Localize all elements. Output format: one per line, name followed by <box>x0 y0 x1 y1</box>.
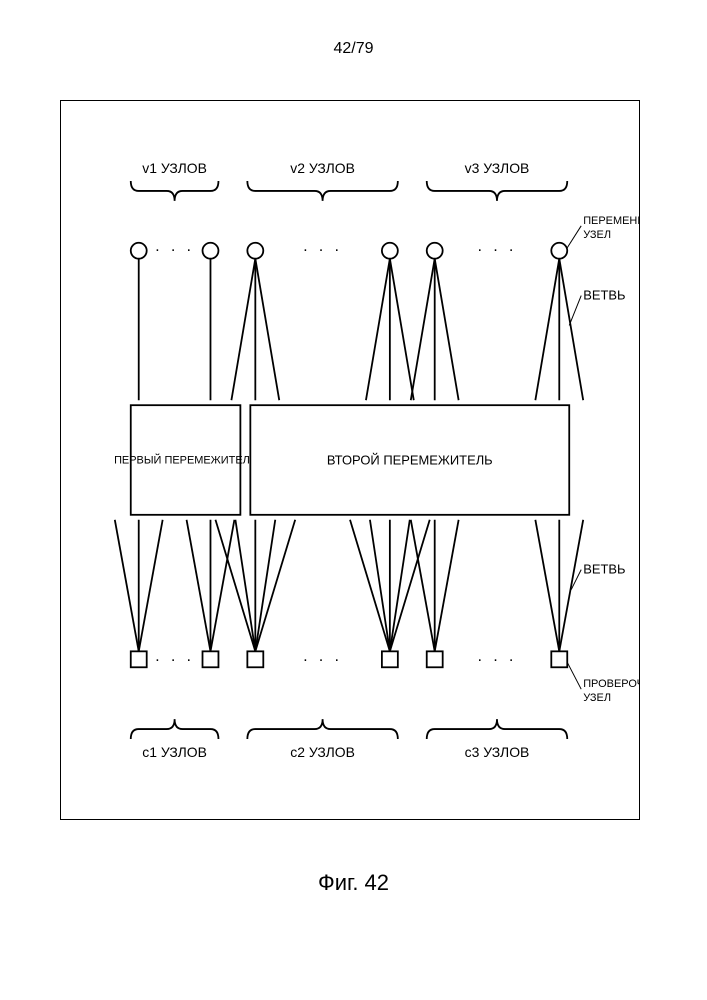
svg-text:ВЕТВЬ: ВЕТВЬ <box>583 562 625 577</box>
svg-text:· · ·: · · · <box>477 651 517 668</box>
svg-text:· · ·: · · · <box>155 242 195 259</box>
svg-text:· · ·: · · · <box>477 242 517 259</box>
svg-text:· · ·: · · · <box>303 242 343 259</box>
svg-text:ПРОВЕРОЧНЫЙ: ПРОВЕРОЧНЫЙ <box>583 677 639 690</box>
tanner-graph-diagram: · · · v1 УЗЛОВ · · · v2 УЗЛОВ · · · v3 УЗЛОВ П… <box>61 101 639 819</box>
svg-text:· · ·: · · · <box>303 651 343 668</box>
svg-text:ПЕРВЫЙ ПЕРЕМЕЖИТЕЛЬ: ПЕРВЫЙ ПЕРЕМЕЖИТЕЛЬ <box>114 454 257 467</box>
svg-text:c1 УЗЛОВ: c1 УЗЛОВ <box>142 744 207 760</box>
svg-text:v1 УЗЛОВ: v1 УЗЛОВ <box>142 160 207 176</box>
svg-text:v2 УЗЛОВ: v2 УЗЛОВ <box>290 160 355 176</box>
svg-text:c3 УЗЛОВ: c3 УЗЛОВ <box>465 744 530 760</box>
svg-text:ВЕТВЬ: ВЕТВЬ <box>583 288 625 303</box>
svg-text:ПЕРЕМЕННЫЙ: ПЕРЕМЕННЫЙ <box>583 214 639 227</box>
figure-caption: Фиг. 42 <box>318 870 389 896</box>
svg-text:УЗЕЛ: УЗЕЛ <box>583 229 611 241</box>
page-number-label: 42/79 <box>333 40 373 58</box>
svg-text:ВТОРОЙ ПЕРЕМЕЖИТЕЛЬ: ВТОРОЙ ПЕРЕМЕЖИТЕЛЬ <box>327 452 493 467</box>
svg-text:· · ·: · · · <box>155 651 195 668</box>
svg-text:v3 УЗЛОВ: v3 УЗЛОВ <box>465 160 530 176</box>
svg-text:УЗЕЛ: УЗЕЛ <box>583 692 611 704</box>
svg-text:c2 УЗЛОВ: c2 УЗЛОВ <box>290 744 355 760</box>
figure-frame: · · · v1 УЗЛОВ · · · v2 УЗЛОВ · · · v3 УЗЛОВ П… <box>60 100 640 820</box>
